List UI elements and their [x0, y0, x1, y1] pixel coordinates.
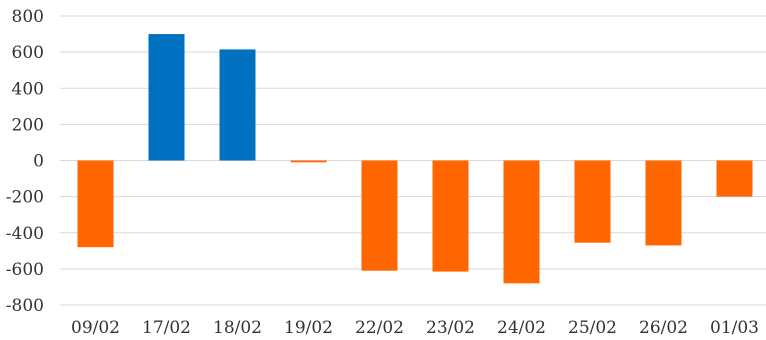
bar-25-02 — [574, 160, 611, 243]
bar-23-02 — [432, 160, 469, 272]
bar-19-02 — [290, 160, 327, 163]
bar-18-02 — [219, 49, 256, 161]
bar-17-02 — [148, 34, 185, 161]
x-tick-label: 25/02 — [568, 318, 617, 338]
y-tick-label: 800 — [12, 7, 44, 27]
y-tick-label: -200 — [6, 188, 44, 208]
y-tick-label: 0 — [33, 152, 44, 172]
x-axis: 09/02 17/02 18/02 19/02 22/02 23/02 24/02 25/02… — [71, 318, 759, 338]
x-tick-label: 23/02 — [426, 318, 475, 338]
x-tick-label: 26/02 — [639, 318, 688, 338]
y-tick-label: 400 — [12, 79, 44, 99]
x-tick-label: 24/02 — [497, 318, 546, 338]
x-tick-label: 01/03 — [710, 318, 759, 338]
y-tick-label: -400 — [6, 224, 44, 244]
y-tick-label: 600 — [12, 43, 44, 63]
bar-01-03 — [716, 160, 753, 197]
x-tick-label: 17/02 — [142, 318, 191, 338]
x-tick-label: 22/02 — [355, 318, 404, 338]
bar-22-02 — [361, 160, 398, 271]
bar-26-02 — [645, 160, 682, 246]
y-tick-label: -600 — [6, 260, 44, 280]
y-tick-label: -800 — [6, 296, 44, 316]
bar-24-02 — [503, 160, 540, 284]
x-tick-label: 19/02 — [284, 318, 333, 338]
bar-09-02 — [77, 160, 114, 248]
x-tick-label: 18/02 — [213, 318, 262, 338]
x-tick-label: 09/02 — [71, 318, 120, 338]
y-axis: 800 600 400 200 0 -200 -400 -600 -800 — [6, 7, 44, 316]
y-tick-label: 200 — [12, 115, 44, 135]
bars — [77, 34, 753, 284]
